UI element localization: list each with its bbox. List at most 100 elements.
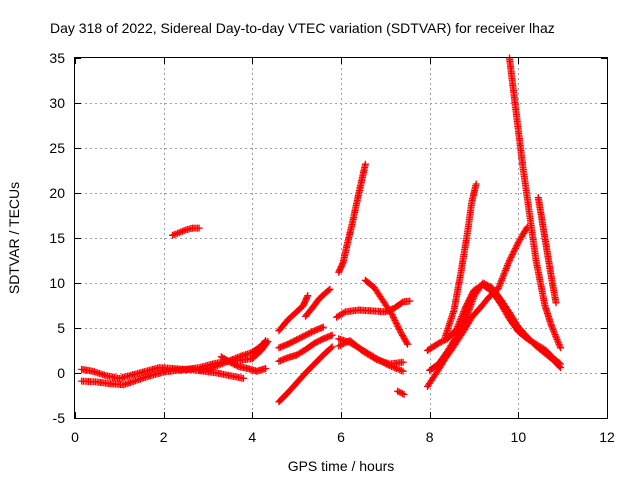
data-point xyxy=(392,318,400,326)
data-point xyxy=(340,340,348,348)
data-point xyxy=(400,390,408,398)
data-point xyxy=(456,316,464,324)
y-tick-label: 35 xyxy=(49,50,65,66)
data-point xyxy=(398,390,406,398)
data-point xyxy=(395,388,403,396)
plot-frame xyxy=(74,57,608,419)
data-point xyxy=(505,258,513,266)
data-point xyxy=(391,317,399,324)
data-point xyxy=(548,322,556,330)
series-arc-o xyxy=(361,276,411,348)
series-arc-p xyxy=(394,387,408,398)
data-point xyxy=(328,331,336,339)
data-point xyxy=(261,338,269,346)
data-point xyxy=(361,160,369,168)
data-point xyxy=(555,340,563,348)
data-point xyxy=(396,366,404,374)
series-arc-f xyxy=(275,292,312,335)
y-axis-title: SDTVAR / TECUs xyxy=(6,182,22,294)
y-tick-label: 20 xyxy=(49,185,65,201)
data-point xyxy=(388,311,396,318)
data-point xyxy=(217,360,225,368)
data-point xyxy=(212,362,220,370)
data-point xyxy=(170,231,178,239)
data-point xyxy=(508,252,516,260)
data-point xyxy=(195,224,203,232)
data-point xyxy=(406,297,414,305)
data-point xyxy=(503,263,511,271)
series-arc-t xyxy=(426,279,564,374)
data-point xyxy=(304,292,312,300)
data-point xyxy=(177,228,185,236)
data-point xyxy=(499,273,507,281)
y-tick-label: 0 xyxy=(57,365,65,381)
grid-layer xyxy=(75,58,607,418)
data-point xyxy=(319,323,327,331)
data-point xyxy=(498,275,506,283)
data-point xyxy=(325,286,333,294)
data-point xyxy=(326,285,334,293)
series-arc-k xyxy=(335,160,369,276)
data-point xyxy=(501,268,509,276)
data-point xyxy=(550,329,558,337)
data-point xyxy=(262,365,270,372)
data-point xyxy=(180,227,188,235)
data-point xyxy=(502,265,510,273)
data-point xyxy=(175,229,183,237)
data-point xyxy=(399,358,407,366)
data-point xyxy=(513,242,521,249)
x-tick-label: 0 xyxy=(71,429,79,445)
data-point xyxy=(548,324,556,332)
data-point xyxy=(336,341,344,349)
data-point xyxy=(232,354,240,362)
series-arc-n xyxy=(335,337,407,368)
series-arc-e xyxy=(217,353,270,375)
data-point xyxy=(262,337,270,345)
data-point xyxy=(504,260,512,268)
data-point xyxy=(500,271,508,279)
data-point xyxy=(555,362,563,370)
series-arc-c xyxy=(169,224,203,239)
data-point xyxy=(500,270,508,278)
data-point xyxy=(497,278,505,286)
data-point xyxy=(552,299,560,307)
data-point xyxy=(239,374,247,382)
data-point xyxy=(551,331,559,339)
data-point xyxy=(511,246,519,254)
data-point xyxy=(397,367,405,375)
data-point xyxy=(393,321,401,329)
data-point xyxy=(399,367,407,375)
data-point xyxy=(510,248,518,255)
data-point xyxy=(456,317,464,325)
data-point xyxy=(403,339,411,347)
data-point xyxy=(233,353,241,361)
data-point xyxy=(507,254,515,261)
series-arc-b xyxy=(78,365,247,389)
x-tick-label: 2 xyxy=(160,429,168,445)
data-point xyxy=(514,240,522,248)
data-point xyxy=(550,327,558,335)
series-arc-r xyxy=(441,180,480,341)
x-axis-title: GPS time / hours xyxy=(288,458,395,474)
ticks-layer: 0 2 4 6 8 10 12 -5 0 5 10 15 20 25 30 35 xyxy=(49,50,615,445)
x-tick-label: 10 xyxy=(511,429,527,445)
data-point xyxy=(504,261,512,269)
data-point xyxy=(553,335,561,343)
data-point xyxy=(502,266,510,274)
data-point xyxy=(404,340,411,348)
data-point xyxy=(498,276,506,284)
data-point xyxy=(552,332,560,340)
data-point xyxy=(554,339,562,347)
x-tick-label: 8 xyxy=(426,429,434,445)
data-point xyxy=(472,180,480,188)
data-point xyxy=(394,387,402,395)
data-point xyxy=(392,320,400,327)
y-tick-label: 5 xyxy=(57,320,65,336)
data-point xyxy=(179,227,187,235)
series-arc-v xyxy=(534,194,560,307)
series-arc-h xyxy=(275,323,327,352)
data-point xyxy=(394,323,402,330)
data-point xyxy=(556,344,564,352)
y-tick-label: -5 xyxy=(53,410,66,426)
